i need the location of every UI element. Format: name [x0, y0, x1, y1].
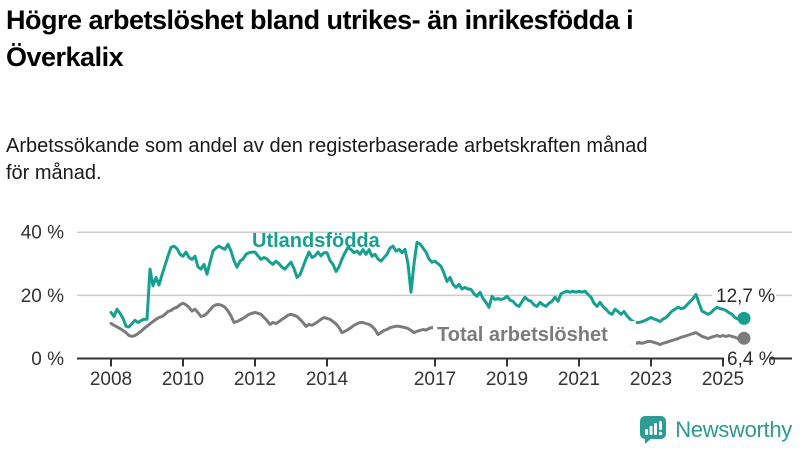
- x-tick-label-2023: 2023: [630, 369, 672, 390]
- speech-bubble-tail: [645, 437, 654, 444]
- label-backing-endvalue-1: [712, 285, 776, 306]
- x-tick-label-2021: 2021: [558, 369, 600, 390]
- bar-icon-3: [654, 423, 658, 435]
- x-tick-label-2012: 2012: [234, 369, 276, 390]
- x-tick-label-2025: 2025: [702, 369, 744, 390]
- exclamation-dot: [658, 431, 663, 436]
- bar-icon-1: [645, 429, 649, 435]
- y-tick-label-40: 40 %: [21, 223, 64, 244]
- chart-title-line2: Överkalix: [6, 42, 124, 72]
- y-tick-label-20: 20 %: [21, 286, 64, 307]
- newsworthy-logo: Newsworthy: [639, 415, 792, 444]
- y-tick-label-0: 0 %: [31, 349, 64, 370]
- series-label-utlandsfodda: Utlandsfödda: [252, 230, 381, 252]
- x-tick-label-2014: 2014: [306, 369, 349, 390]
- x-axis-labels: 2008 2010 2012 2014 2017 2019 2021 2023 2025: [90, 369, 744, 390]
- x-tick-label-2019: 2019: [486, 369, 528, 390]
- end-value-label-utlandsfodda: 12,7 %: [716, 286, 775, 307]
- y-axis-labels: 0 % 20 % 40 %: [21, 223, 64, 370]
- chart-subtitle-line2: för månad.: [6, 162, 102, 184]
- x-axis-ticks: [110, 358, 724, 367]
- end-dot-utlandsfodda: [737, 311, 751, 325]
- series-label-total: Total arbetslöshet: [437, 324, 608, 346]
- series-line-total: [109, 301, 746, 347]
- newsworthy-logo-icon: [640, 416, 667, 444]
- x-tick-label-2010: 2010: [162, 369, 204, 390]
- chart-subtitle: Arbetssökande som andel av den registerb…: [6, 133, 798, 187]
- newsworthy-wordmark: Newsworthy: [675, 416, 792, 442]
- end-value-label-total: 6,4 %: [727, 349, 776, 370]
- gridlines: [77, 231, 792, 297]
- chart-subtitle-line1: Arbetssökande som andel av den registerb…: [6, 135, 648, 157]
- x-tick-label-2017: 2017: [414, 369, 456, 390]
- exclamation-icon: [659, 421, 663, 430]
- label-backing-endvalue-2: [724, 349, 770, 367]
- series-line-utlandsfodda: [109, 240, 746, 329]
- end-dot-total: [737, 331, 751, 345]
- chart-title-line1: Högre arbetslöshet bland utrikes- än inr…: [6, 5, 634, 35]
- chart-title: Högre arbetslöshet bland utrikes- än inr…: [6, 2, 798, 76]
- bar-icon-2: [649, 426, 653, 435]
- label-backing-total: [433, 321, 636, 346]
- x-tick-label-2008: 2008: [90, 369, 132, 390]
